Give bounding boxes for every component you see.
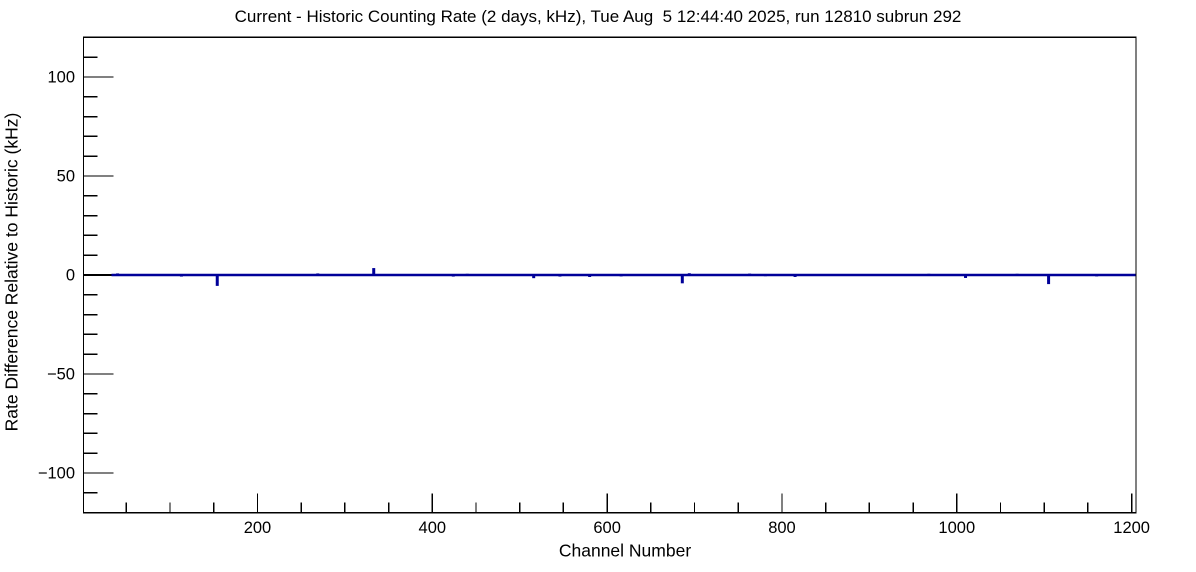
y-axis-title: Rate Difference Relative to Historic (kH… bbox=[1, 112, 22, 432]
plot-frame bbox=[82, 36, 1137, 514]
y-tick-label: 0 bbox=[66, 267, 75, 285]
chart-title: Current - Historic Counting Rate (2 days… bbox=[234, 7, 962, 26]
y-tick-label: 100 bbox=[47, 69, 75, 87]
x-tick-label: 200 bbox=[244, 519, 272, 537]
x-axis-title: Channel Number bbox=[558, 540, 692, 561]
x-tick-label: 1200 bbox=[1113, 519, 1150, 537]
y-tick-label: 50 bbox=[57, 168, 75, 186]
y-tick-label: −50 bbox=[47, 366, 75, 384]
x-tick-label: 1000 bbox=[938, 519, 975, 537]
x-tick-label: 400 bbox=[419, 519, 447, 537]
y-tick-label: −100 bbox=[38, 465, 75, 483]
x-tick-label: 600 bbox=[593, 519, 621, 537]
x-tick-label: 800 bbox=[768, 519, 796, 537]
